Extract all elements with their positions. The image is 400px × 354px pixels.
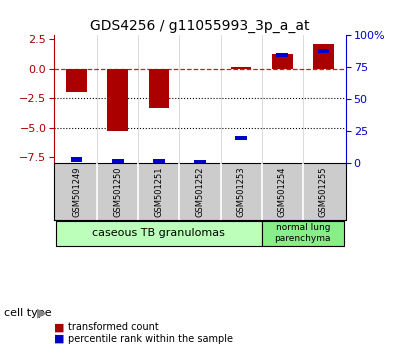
Bar <box>108 69 128 131</box>
Text: GSM501254: GSM501254 <box>278 166 287 217</box>
Bar <box>272 55 292 69</box>
Bar <box>231 67 252 69</box>
Bar <box>148 69 169 108</box>
Bar <box>262 221 344 246</box>
Text: GSM501250: GSM501250 <box>113 166 122 217</box>
Text: caseous TB granulomas: caseous TB granulomas <box>92 228 225 238</box>
Text: cell type: cell type <box>4 308 52 318</box>
Bar <box>318 49 329 53</box>
Bar <box>194 160 206 164</box>
Bar <box>112 159 124 163</box>
Text: GSM501249: GSM501249 <box>72 166 81 217</box>
Bar <box>71 158 82 161</box>
Text: GSM501253: GSM501253 <box>237 166 246 217</box>
Text: GSM501252: GSM501252 <box>196 166 204 217</box>
Bar <box>153 159 165 163</box>
Text: transformed count: transformed count <box>68 322 159 332</box>
Text: GSM501251: GSM501251 <box>154 166 163 217</box>
Text: GDS4256 / g11055993_3p_a_at: GDS4256 / g11055993_3p_a_at <box>90 19 310 34</box>
Bar <box>276 52 288 57</box>
Bar <box>66 69 87 92</box>
Bar <box>56 221 262 246</box>
Text: percentile rank within the sample: percentile rank within the sample <box>68 334 233 344</box>
Text: GSM501255: GSM501255 <box>319 166 328 217</box>
Text: ■: ■ <box>54 334 64 344</box>
Bar <box>313 44 334 69</box>
Text: ▶: ▶ <box>37 307 47 320</box>
Bar <box>235 136 247 140</box>
Text: normal lung
parenchyma: normal lung parenchyma <box>274 223 331 243</box>
Text: ■: ■ <box>54 322 64 332</box>
